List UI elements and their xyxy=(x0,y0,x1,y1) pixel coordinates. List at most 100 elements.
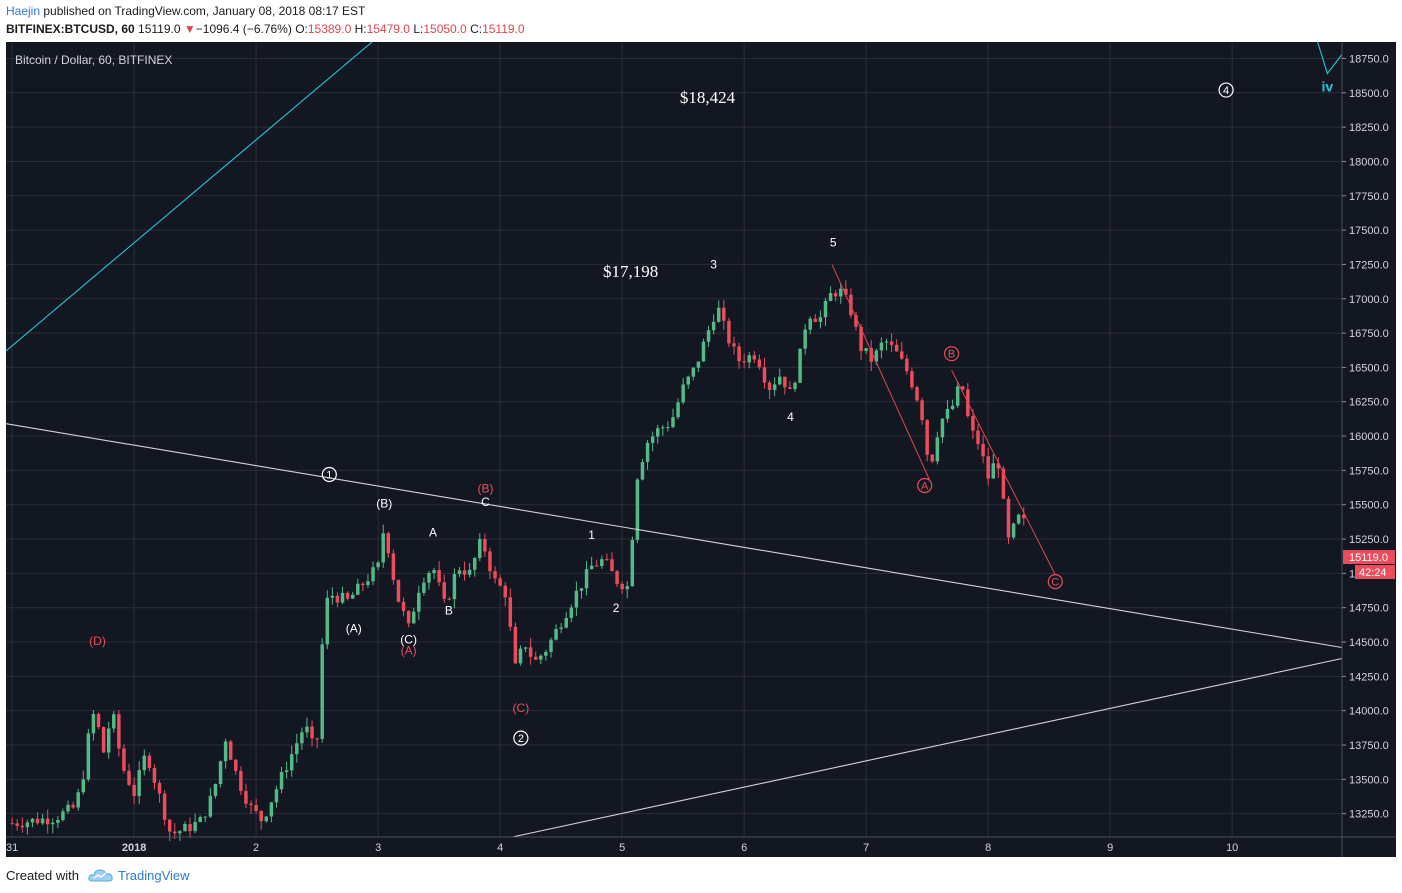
candle-body xyxy=(620,583,624,590)
candle-body xyxy=(330,595,335,598)
wave-label: 3 xyxy=(710,258,717,272)
candle-body xyxy=(406,611,411,624)
candle-body xyxy=(122,748,126,771)
chart-title: Bitcoin / Dollar, 60, BITFINEX xyxy=(15,53,172,67)
trendline-red xyxy=(951,369,1056,575)
candle-body xyxy=(284,770,289,773)
candle-body xyxy=(940,418,945,438)
candle-body xyxy=(869,348,873,362)
time-tick-label: 4 xyxy=(497,842,503,854)
tradingview-brand-link[interactable]: TradingView xyxy=(118,868,190,883)
high-label: H: xyxy=(354,22,367,36)
candle-body xyxy=(686,376,690,385)
candle-body xyxy=(498,578,502,586)
candle-body xyxy=(178,831,182,834)
candle-body xyxy=(727,320,731,344)
candle-body xyxy=(635,479,640,540)
wave-circle-label: B xyxy=(948,349,955,361)
candle-body xyxy=(305,726,309,733)
candle-body xyxy=(849,294,853,316)
candle-body xyxy=(645,442,650,463)
candle-body xyxy=(666,427,670,429)
candle-body xyxy=(569,607,574,619)
candle-body xyxy=(935,437,940,462)
grid-lines xyxy=(6,42,1342,837)
wave-label: C xyxy=(481,495,490,509)
candle-body xyxy=(467,569,472,575)
candle-body xyxy=(432,570,436,573)
price-tick-label: 17000.0 xyxy=(1349,294,1389,306)
candle-body xyxy=(701,341,706,362)
candle-body xyxy=(549,639,553,652)
trendline-white xyxy=(5,423,1343,649)
candle-body xyxy=(981,444,985,457)
candle-body xyxy=(559,627,563,629)
candle-body xyxy=(25,822,30,828)
candle-body xyxy=(86,733,91,780)
candle-body xyxy=(518,648,523,664)
candle-body xyxy=(483,539,487,552)
candle-body xyxy=(600,559,604,566)
candle-body xyxy=(742,361,746,363)
candle-body xyxy=(839,288,843,297)
candle-body xyxy=(533,656,538,660)
candle-body xyxy=(35,818,40,824)
trendline-white xyxy=(512,657,1343,838)
candle-body xyxy=(528,647,533,657)
chart-background xyxy=(6,42,1396,857)
candle-body xyxy=(777,376,782,385)
candles xyxy=(10,280,1026,842)
countdown-badge xyxy=(1355,565,1395,580)
price-tick-label: 14750.0 xyxy=(1349,603,1389,615)
candle-body xyxy=(411,611,416,624)
candle-body xyxy=(381,533,385,563)
open-label: O: xyxy=(295,22,308,36)
candle-body xyxy=(513,626,518,664)
candle-body xyxy=(274,789,279,803)
candle-body xyxy=(391,553,396,580)
candle-body xyxy=(437,570,441,583)
wave-circle-label: 4 xyxy=(1223,85,1229,97)
candle-body xyxy=(269,802,274,817)
time-tick-label: 31 xyxy=(6,842,18,854)
last-price-badge xyxy=(1343,550,1395,565)
candle-body xyxy=(864,348,868,352)
candle-body xyxy=(920,400,924,421)
candle-body xyxy=(376,562,380,568)
wave-label: 2 xyxy=(613,601,620,615)
close-label: C: xyxy=(470,22,483,36)
tradingview-cloud-icon xyxy=(88,869,113,882)
chart-area[interactable]: $18,424 $17,198 4 iv 5 3 4 1 2 1 2 (B) (B) C A (A) B (C)(… xyxy=(5,41,1396,857)
candle-body xyxy=(803,329,807,349)
candle-body xyxy=(605,559,609,561)
candle-body xyxy=(71,804,75,808)
candle-body xyxy=(401,601,406,612)
candle-body xyxy=(30,818,35,823)
price-tick-label: 13250.0 xyxy=(1349,809,1389,821)
quote-line: BITFINEX:BTCUSD, 60 15119.0 ▼−1096.4 (−6… xyxy=(6,22,525,36)
candle-body xyxy=(101,727,106,753)
last-price-label: 15119.0 xyxy=(1349,552,1388,564)
close-value: 15119.0 xyxy=(482,22,525,36)
candle-body xyxy=(112,714,116,729)
candle-body xyxy=(915,387,919,401)
price-change: −1096.4 (−6.76%) xyxy=(195,22,292,36)
high-value: 15479.0 xyxy=(366,22,410,36)
time-tick-label: 9 xyxy=(1107,842,1113,854)
candle-body xyxy=(61,811,65,821)
price-tick-label: 13500.0 xyxy=(1349,774,1389,786)
candle-body xyxy=(757,359,762,368)
open-value: 15389.0 xyxy=(307,22,352,36)
price-tick-label: 14000.0 xyxy=(1349,706,1389,718)
candle-body xyxy=(793,382,797,390)
author-link[interactable]: Haejin xyxy=(6,4,41,18)
wave-label: (C) xyxy=(400,632,417,646)
wave-circle-label: C xyxy=(1051,577,1059,589)
candle-body xyxy=(427,572,431,583)
candle-body xyxy=(137,770,141,796)
candle-body xyxy=(15,823,19,826)
candle-body xyxy=(930,454,934,462)
candle-body xyxy=(259,810,263,822)
wave-circle-label: 1 xyxy=(326,470,332,482)
